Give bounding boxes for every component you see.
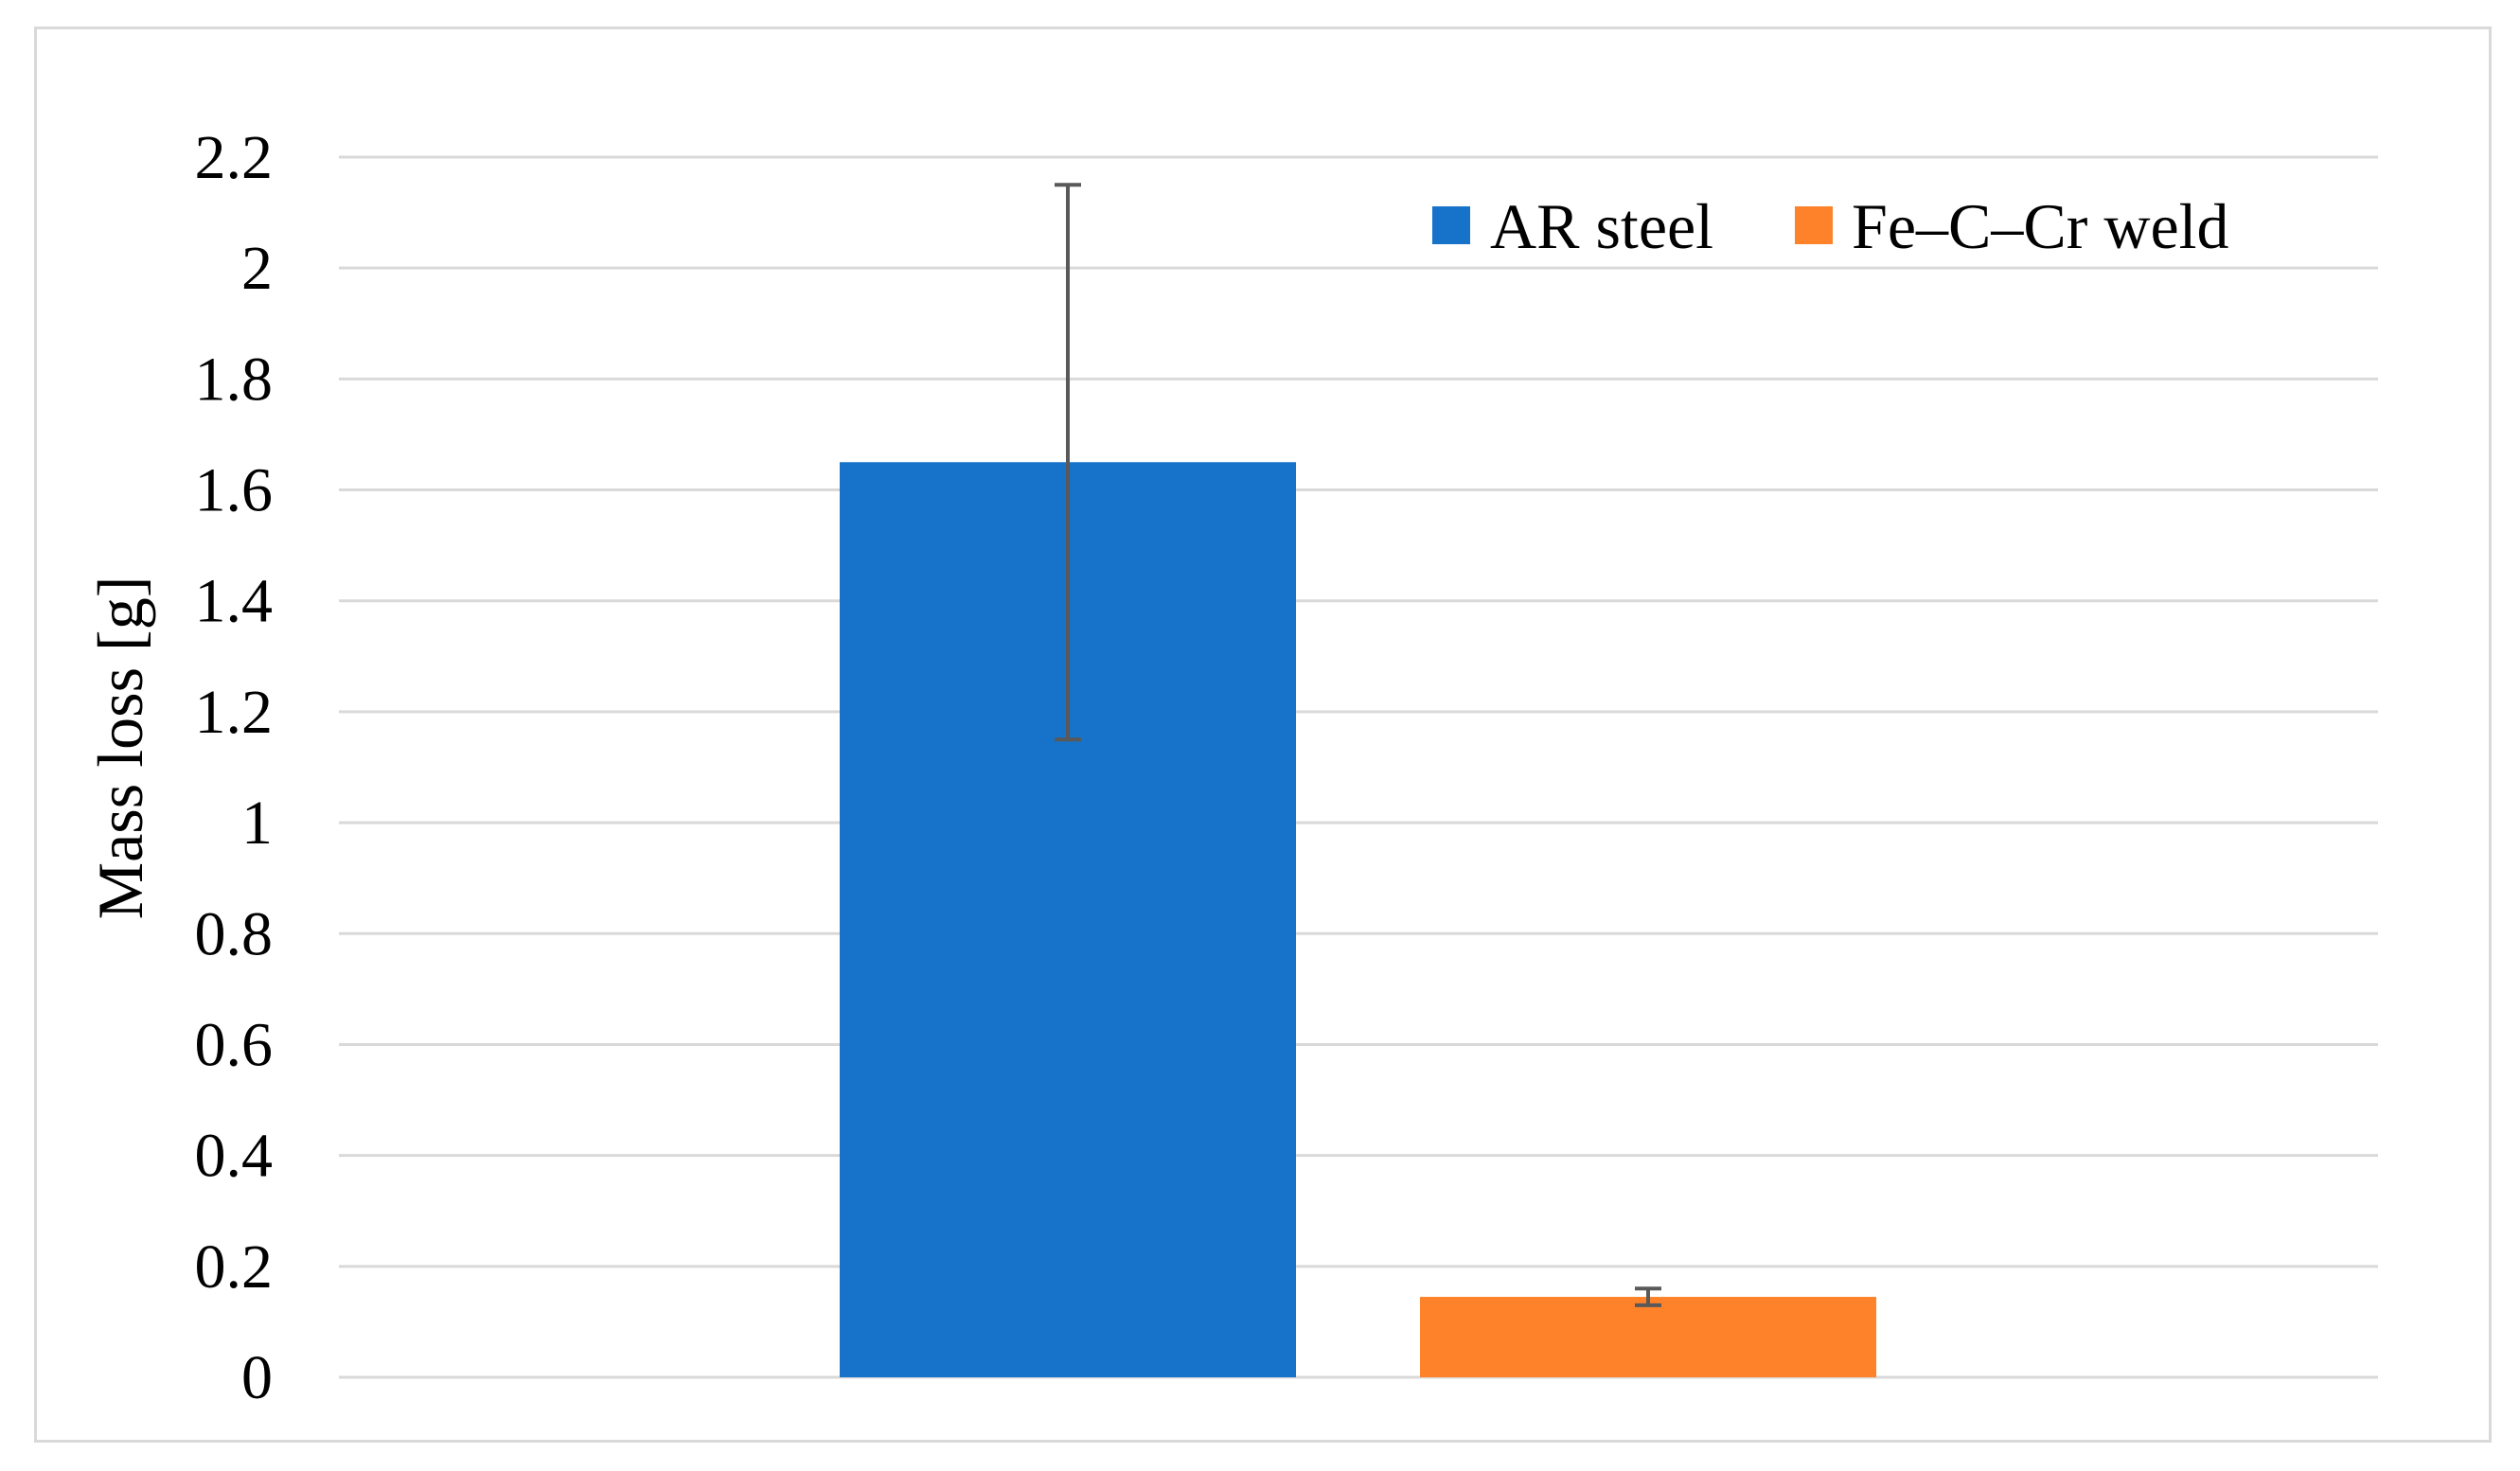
legend-swatch bbox=[1432, 206, 1470, 244]
gridlines bbox=[339, 155, 2378, 1379]
y-tick-label: 0 bbox=[241, 1343, 273, 1412]
y-tick-label: 0.4 bbox=[195, 1122, 274, 1191]
y-tick-label: 1.4 bbox=[195, 567, 274, 636]
y-axis-tick-labels: 0 0.2 0.4 0.6 0.8 1 1.2 1.4 1.6 1.8 2 2.2 bbox=[195, 123, 274, 1412]
y-tick-label: 1 bbox=[241, 789, 273, 858]
error-bar bbox=[1055, 183, 1081, 742]
legend: AR steel Fe–C–Cr weld bbox=[1432, 190, 2229, 262]
error-bar bbox=[1635, 1286, 1661, 1307]
y-tick-label: 2.2 bbox=[195, 123, 274, 192]
y-tick-label: 1.6 bbox=[195, 456, 274, 525]
legend-label: AR steel bbox=[1490, 190, 1713, 262]
y-tick-label: 0.6 bbox=[195, 1010, 274, 1079]
y-tick-label: 1.8 bbox=[195, 345, 274, 414]
y-tick-label: 0.8 bbox=[195, 899, 274, 968]
bar-fe-c-cr-weld bbox=[1420, 1297, 1876, 1377]
legend-label: Fe–C–Cr weld bbox=[1852, 190, 2229, 262]
error-bars bbox=[1055, 183, 1661, 1307]
y-axis-title: Mass loss [g] bbox=[84, 576, 156, 920]
y-tick-label: 0.2 bbox=[195, 1232, 274, 1302]
y-tick-label: 1.2 bbox=[195, 678, 274, 747]
legend-swatch bbox=[1795, 206, 1833, 244]
y-tick-label: 2 bbox=[241, 234, 273, 303]
